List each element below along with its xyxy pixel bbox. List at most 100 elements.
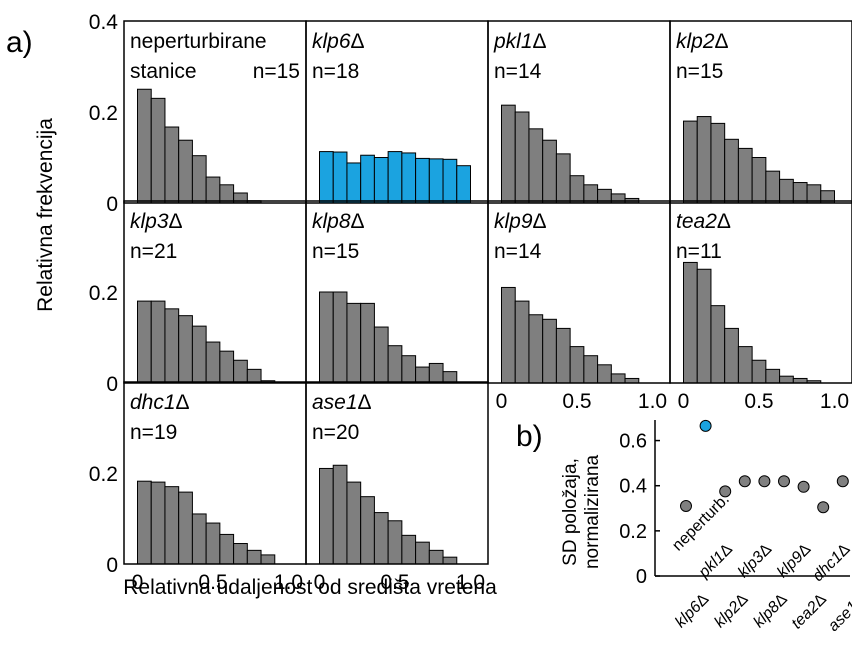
- histogram-bar: [346, 481, 362, 565]
- histogram-bar: [442, 556, 458, 565]
- histogram-bar: [246, 368, 262, 384]
- sample-size-label: n=18: [312, 60, 359, 83]
- sample-size-label: n=14: [494, 240, 542, 263]
- scatter-point: [817, 501, 830, 514]
- histogram-panel: klp8Δ n=15: [305, 200, 489, 384]
- x-tick-label: 0.5: [562, 390, 591, 413]
- histogram-bar: [542, 139, 557, 204]
- category-label: klp8Δ: [750, 591, 791, 632]
- panel-title: klp8Δ: [312, 210, 365, 233]
- histogram-bar: [401, 152, 417, 204]
- histogram-bar: [178, 315, 193, 384]
- histogram-bar: [360, 154, 375, 204]
- histogram-bar: [610, 373, 626, 384]
- histogram-bar: [387, 345, 403, 384]
- y-tick-label: 0.6: [619, 431, 647, 453]
- histogram-bar: [150, 481, 166, 565]
- histogram-bar: [233, 543, 248, 565]
- histogram-bar: [597, 364, 612, 384]
- histogram-bar: [332, 291, 348, 384]
- panel-title: ase1Δ: [312, 391, 372, 414]
- sample-size-label: n=11: [676, 240, 722, 263]
- scatter-point: [699, 419, 712, 432]
- histogram-bar: [137, 300, 152, 384]
- histogram-bar: [164, 126, 180, 204]
- histogram-bar: [332, 464, 348, 565]
- histogram-bar: [387, 520, 403, 565]
- panel-title: neperturbirane: [130, 30, 267, 53]
- histogram-bar: [710, 305, 726, 384]
- histogram-bar: [205, 522, 221, 565]
- histogram-bar: [319, 151, 334, 204]
- x-tick-label: 0: [678, 390, 690, 413]
- histogram-bar: [737, 147, 753, 204]
- x-tick-label: 1.0: [638, 390, 667, 413]
- histogram-bar: [501, 104, 516, 204]
- histogram-bar: [205, 341, 221, 384]
- histogram-bar: [319, 291, 334, 384]
- histogram-panel: tea2Δ n=11: [669, 200, 852, 384]
- histogram-bar: [501, 286, 516, 384]
- histogram-bar: [528, 128, 544, 204]
- histogram-bar: [683, 120, 698, 204]
- histogram-bar: [456, 165, 471, 204]
- histogram-bar: [724, 327, 739, 384]
- histogram-bar: [164, 486, 180, 565]
- panel-frame: [669, 20, 852, 204]
- category-label: dhc1Δ: [810, 541, 852, 585]
- histogram-bar: [346, 302, 362, 384]
- y-tick-label: 0.2: [89, 102, 118, 125]
- histogram-bar: [514, 111, 530, 204]
- y-tick-label: 0.4: [89, 11, 119, 34]
- histogram-panel: ase1Δ n=20: [305, 381, 489, 565]
- histogram-bar: [191, 155, 207, 204]
- histogram-bar: [765, 368, 781, 384]
- histogram-bar: [428, 362, 444, 384]
- histogram-bar: [528, 314, 544, 384]
- histogram-bar: [191, 513, 207, 565]
- histogram-bar: [373, 326, 389, 384]
- panel-title: klp9Δ: [494, 210, 547, 233]
- sample-size-label: n=21: [130, 240, 177, 263]
- panel-title: klp6Δ: [312, 30, 365, 53]
- histogram-panel: pkl1Δ n=14: [487, 20, 671, 204]
- panel-title: pkl1Δ: [493, 30, 547, 53]
- histogram-bar: [360, 302, 375, 384]
- y-tick-label: 0.2: [619, 521, 647, 543]
- panel-b-scatter: 00.20.40.6neperturb.klp6Δpkl1Δklp2Δklp3Δ…: [619, 419, 852, 635]
- histogram-bar: [219, 350, 235, 384]
- histogram-bar: [373, 157, 389, 204]
- x-tick-label: 0.5: [198, 571, 227, 594]
- histogram-bar: [428, 549, 444, 565]
- panel-b-label: b): [516, 420, 543, 453]
- histogram-bar: [260, 554, 276, 565]
- panel-a-xlabel: Relativna udaljenost od središta vretena: [123, 576, 497, 599]
- sample-size-label: n=14: [494, 60, 542, 83]
- scatter-point: [680, 500, 692, 512]
- histogram-bar: [683, 261, 698, 384]
- panel-title: klp3Δ: [130, 210, 183, 233]
- histogram-panel: klp6Δ n=18: [305, 20, 489, 204]
- x-tick-label: 1.0: [456, 571, 485, 594]
- scatter-point: [738, 475, 751, 488]
- y-tick-label: 0.4: [619, 476, 647, 498]
- sample-size-label: n=15: [676, 60, 723, 83]
- category-label: klp9Δ: [774, 541, 815, 582]
- histogram-bar: [346, 162, 362, 204]
- panel-frame: [669, 200, 852, 384]
- histogram-bar: [401, 355, 417, 384]
- panel-title: klp2Δ: [676, 30, 729, 53]
- histogram-panel: klp9Δ n=14: [487, 200, 671, 384]
- histogram-bar: [415, 541, 430, 565]
- panel-a-histograms: neperturbirane stanice n=15 klp6Δ n=18 pkl1Δ n…: [89, 11, 852, 594]
- scatter-point: [797, 480, 810, 493]
- histogram-bar: [191, 325, 207, 384]
- y-tick-label: 0: [636, 566, 647, 588]
- histogram-bar: [542, 318, 557, 384]
- histogram-bar: [710, 122, 726, 204]
- histogram-bar: [751, 359, 767, 384]
- histogram-bar: [751, 157, 767, 204]
- histogram-bar: [779, 375, 794, 384]
- histogram-bar: [332, 151, 348, 204]
- histogram-bar: [137, 88, 152, 204]
